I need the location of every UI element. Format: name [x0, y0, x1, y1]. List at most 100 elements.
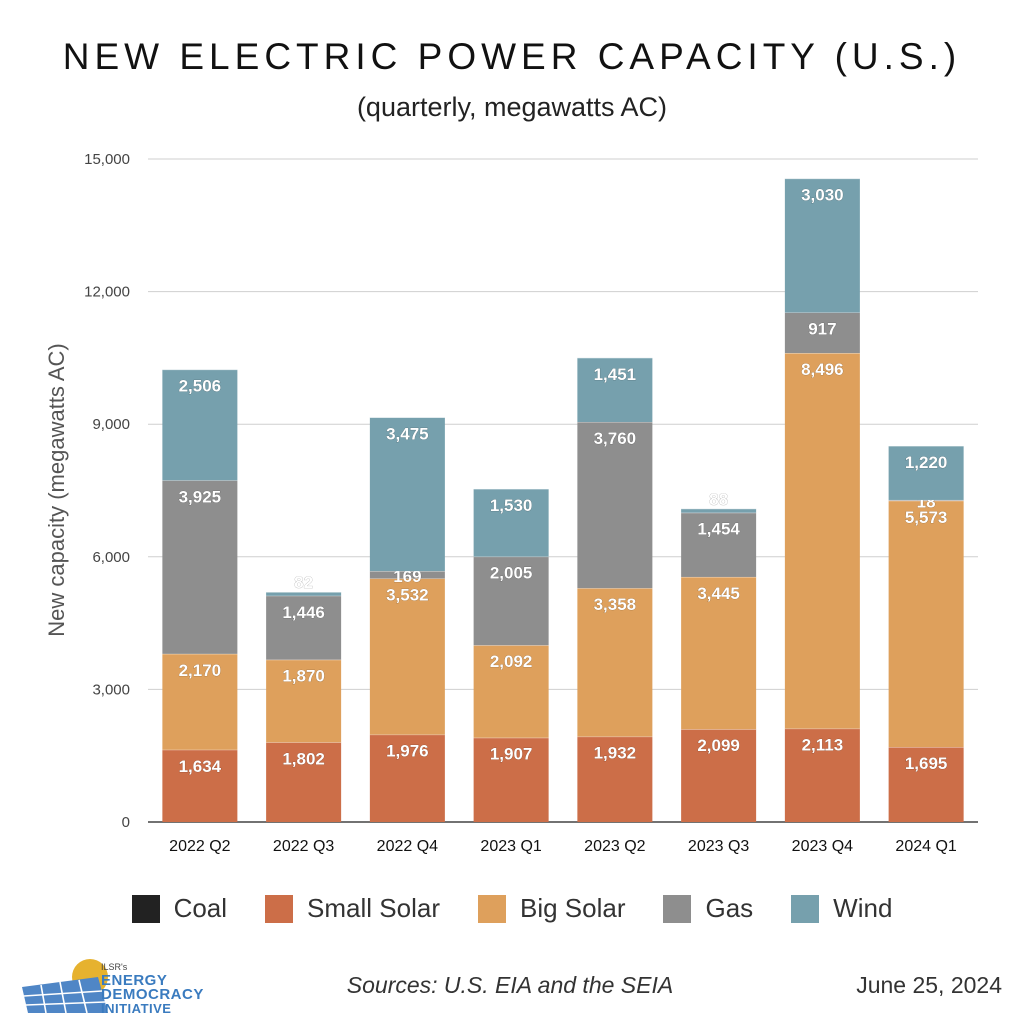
bar-wind	[681, 508, 757, 513]
bar-wind	[369, 417, 445, 572]
legend-label: Small Solar	[307, 893, 440, 923]
bar-gas	[266, 595, 342, 660]
data-label: 2,170	[179, 661, 222, 680]
data-label: 3,475	[386, 424, 429, 443]
data-label: 2,506	[179, 377, 222, 396]
solar-panel-icon	[22, 977, 108, 1014]
bar-wind	[473, 488, 549, 557]
data-label: 3,532	[386, 586, 429, 605]
logo-line1: ENERGY	[101, 972, 168, 989]
data-label: 88	[709, 490, 728, 509]
data-label: 1,802	[282, 749, 325, 768]
y-tick-label: 3,000	[92, 681, 130, 698]
legend-item-small-solar: Small Solar	[265, 893, 440, 924]
bar-gas	[473, 556, 549, 646]
y-tick-label: 12,000	[84, 284, 130, 301]
x-tick-label: 2022 Q3	[273, 838, 334, 855]
data-label: 917	[808, 320, 836, 339]
bar-wind	[266, 592, 342, 596]
bars: 1,634 2,170 3,925 2,506 1,802 1,870 1,446 82 1,9…	[162, 178, 964, 822]
chart-subtitle: (quarterly, megawatts AC)	[356, 92, 668, 122]
legend-swatch	[265, 894, 294, 923]
bar-small-solar	[784, 728, 860, 822]
data-label: 1,870	[282, 667, 325, 686]
bar-big-solar	[266, 659, 342, 743]
bar-big-solar	[577, 588, 653, 737]
data-label: 1,451	[594, 365, 637, 384]
chart-title: NEW ELECTRIC POWER CAPACITY (U.S.)	[62, 36, 962, 77]
legend: Coal Small Solar Big Solar Gas Wind	[0, 893, 1024, 924]
bar-wind	[577, 357, 653, 422]
y-tick-label: 6,000	[92, 549, 130, 566]
legend-swatch	[131, 894, 160, 923]
data-label: 1,454	[697, 520, 740, 539]
bar-small-solar	[577, 736, 653, 822]
bar-wind	[888, 446, 964, 500]
legend-label: Wind	[833, 893, 893, 923]
bar-small-solar	[888, 747, 964, 822]
bar-gas	[681, 512, 757, 577]
y-tick-label: 15,000	[84, 151, 130, 168]
data-label: 2,092	[490, 652, 533, 671]
data-label: 1,695	[905, 754, 948, 773]
bar-small-solar	[473, 737, 549, 822]
x-axis-ticks: 2022 Q2 2022 Q3 2022 Q4 2023 Q1 2023 Q2 2023 …	[169, 838, 957, 855]
x-tick-label: 2024 Q1	[895, 838, 956, 855]
legend-label: Gas	[705, 893, 754, 923]
bar-big-solar	[473, 645, 549, 738]
legend-swatch	[663, 894, 692, 923]
data-label: 169	[393, 567, 421, 586]
data-label: 82	[294, 573, 313, 592]
legend-swatch	[477, 894, 506, 923]
bar-small-solar	[266, 742, 342, 822]
bar-gas	[784, 312, 860, 354]
data-label: 3,925	[179, 487, 222, 506]
data-label: 3,445	[697, 584, 740, 603]
x-tick-label: 2022 Q4	[377, 838, 438, 855]
y-tick-label: 9,000	[92, 416, 130, 433]
x-tick-label: 2023 Q2	[584, 838, 645, 855]
bar-big-solar	[888, 500, 964, 748]
data-label: 3,358	[594, 595, 637, 614]
data-label: 1,932	[594, 744, 637, 763]
bar-big-solar	[784, 353, 860, 729]
logo-text: ILSR's ENERGY DEMOCRACY INITIATIVE	[101, 960, 204, 1016]
bar-gas	[369, 571, 445, 579]
legend-swatch	[791, 894, 820, 923]
data-label: 1,220	[905, 453, 948, 472]
x-tick-label: 2022 Q2	[169, 838, 230, 855]
data-label: 5,573	[905, 508, 948, 527]
bar-wind	[784, 178, 860, 313]
legend-item-gas: Gas	[663, 893, 753, 924]
y-axis-label: New capacity (megawatts AC)	[44, 343, 69, 636]
logo-line2: DEMOCRACY	[101, 986, 204, 1003]
bar-big-solar	[162, 653, 238, 750]
energy-democracy-logo	[22, 959, 108, 1014]
bar-big-solar	[681, 576, 757, 730]
data-label: 3,760	[594, 429, 637, 448]
legend-item-coal: Coal	[131, 893, 228, 924]
y-axis-ticks: 0 3,000 6,000 9,000 12,000 15,000	[84, 151, 130, 831]
bar-small-solar	[162, 749, 238, 822]
data-label: 1,446	[282, 603, 325, 622]
legend-item-big-solar: Big Solar	[477, 893, 626, 924]
y-tick-label: 0	[122, 814, 130, 831]
data-label: 1,907	[490, 745, 533, 764]
data-label: 3,030	[801, 186, 844, 205]
data-label: 2,099	[697, 736, 740, 755]
logo-org: ILSR's	[101, 962, 128, 972]
logo-line3: INITIATIVE	[101, 1001, 172, 1016]
bar-big-solar	[369, 578, 445, 735]
bar-small-solar	[681, 729, 757, 822]
stacked-bar-chart: 0 3,000 6,000 9,000 12,000 15,000 1,634 2,170 3…	[44, 151, 978, 855]
x-tick-label: 2023 Q1	[480, 838, 541, 855]
publish-date: June 25, 2024	[856, 972, 1002, 998]
data-label: 2,113	[802, 736, 844, 755]
x-tick-label: 2023 Q3	[688, 838, 749, 855]
legend-item-wind: Wind	[791, 893, 892, 924]
legend-label: Coal	[173, 893, 228, 923]
data-label: 1,530	[490, 496, 533, 515]
sources-note: Sources: U.S. EIA and the SEIA	[346, 972, 674, 998]
legend-label: Big Solar	[519, 893, 626, 923]
x-tick-label: 2023 Q4	[792, 838, 853, 855]
